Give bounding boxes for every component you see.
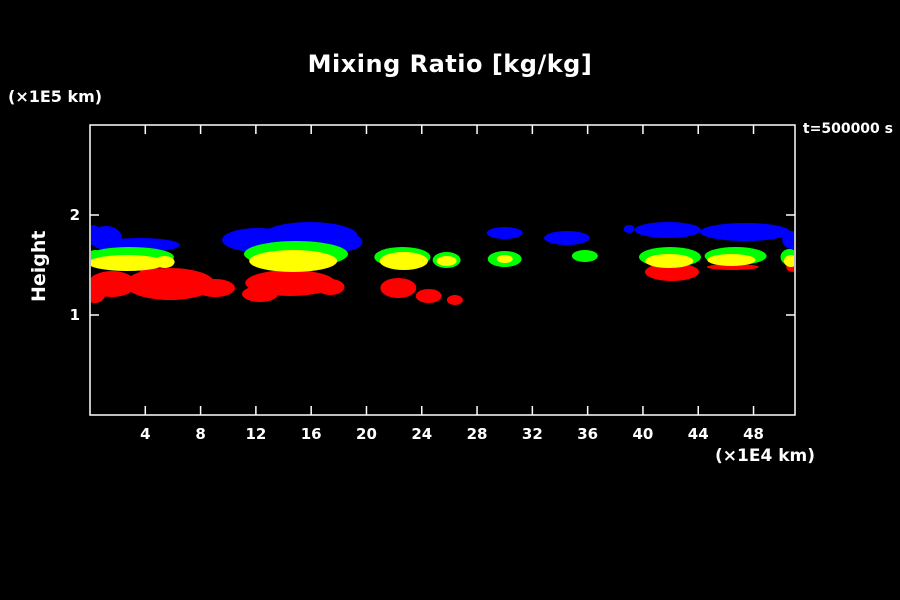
cloud-band-red — [91, 287, 105, 303]
cloud-band-blue — [782, 231, 794, 249]
cloud-band-red — [195, 279, 235, 297]
cloud-band-yellow — [91, 255, 166, 271]
x-tick-label: 40 — [633, 425, 654, 443]
x-tick-label: 28 — [467, 425, 488, 443]
x-tick-label: 20 — [356, 425, 377, 443]
x-tick-label: 32 — [522, 425, 543, 443]
cloud-band-yellow — [379, 252, 428, 270]
x-tick-label: 4 — [140, 425, 150, 443]
cloud-band-red — [316, 279, 345, 295]
cloud-band-green — [571, 250, 598, 262]
cloud-band-blue — [700, 223, 791, 241]
x-tick-label: 12 — [245, 425, 266, 443]
cloud-band-red — [380, 278, 417, 298]
cloud-band-yellow — [249, 250, 338, 272]
chart-title: Mixing Ratio [kg/kg] — [307, 50, 593, 78]
cloud-band-blue — [486, 227, 523, 239]
x-tick-label: 16 — [301, 425, 322, 443]
x-tick-label: 8 — [195, 425, 205, 443]
y-tick-label: 1 — [70, 306, 80, 324]
plot-frame — [89, 124, 796, 416]
x-tick-label: 24 — [411, 425, 432, 443]
cloud-band-yellow — [496, 255, 513, 263]
cloud-band-red — [415, 289, 442, 303]
time-annotation: t=500000 s — [802, 121, 893, 137]
cloud-band-red — [446, 295, 463, 305]
cloud-band-yellow — [154, 256, 175, 268]
contour-blobs — [91, 222, 794, 305]
x-tick-label: 48 — [743, 425, 764, 443]
cloud-band-blue — [623, 225, 635, 233]
cloud-band-yellow — [645, 254, 694, 268]
cloud-band-yellow — [707, 254, 756, 266]
cloud-band-blue — [634, 222, 701, 238]
y-tick-label: 2 — [70, 206, 80, 224]
cloud-band-blue — [544, 231, 590, 245]
x-tick-label: 44 — [688, 425, 709, 443]
x-tick-label: 36 — [577, 425, 598, 443]
cloud-band-yellow — [783, 255, 794, 267]
y-axis-unit: (×1E5 km) — [8, 87, 103, 106]
cloud-band-red — [242, 286, 278, 302]
cloud-band-red — [645, 263, 699, 281]
cloud-band-red — [706, 264, 759, 270]
cloud-band-yellow — [436, 256, 457, 266]
x-axis-unit: (×1E4 km) — [715, 446, 815, 466]
